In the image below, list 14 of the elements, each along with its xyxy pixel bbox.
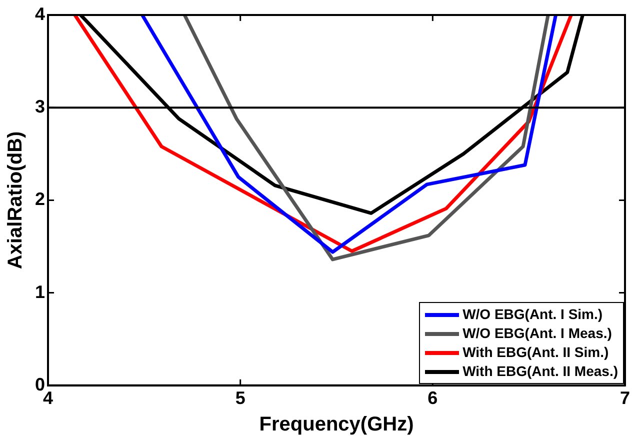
y-tick-label: 0 — [34, 374, 46, 394]
legend-label: With EBG(Ant. II Meas.) — [462, 362, 618, 382]
legend-label: W/O EBG(Ant. I Meas.) — [462, 324, 612, 344]
x-tick-label: 7 — [620, 388, 630, 408]
y-tick-label: 3 — [34, 96, 46, 117]
y-tick-label: 4 — [34, 4, 46, 24]
y-tick-label: 1 — [34, 282, 46, 302]
legend-label: With EBG(Ant. II Sim.) — [462, 343, 609, 362]
y-axis-title: AxialRatio(dB) — [4, 131, 27, 270]
legend-label: W/O EBG(Ant. I Sim.) — [462, 305, 603, 324]
x-tick-label: 6 — [428, 388, 438, 408]
y-tick-label: 2 — [34, 189, 46, 210]
x-axis-title: Frequency(GHz) — [259, 414, 414, 436]
x-tick-label: 5 — [235, 388, 246, 408]
